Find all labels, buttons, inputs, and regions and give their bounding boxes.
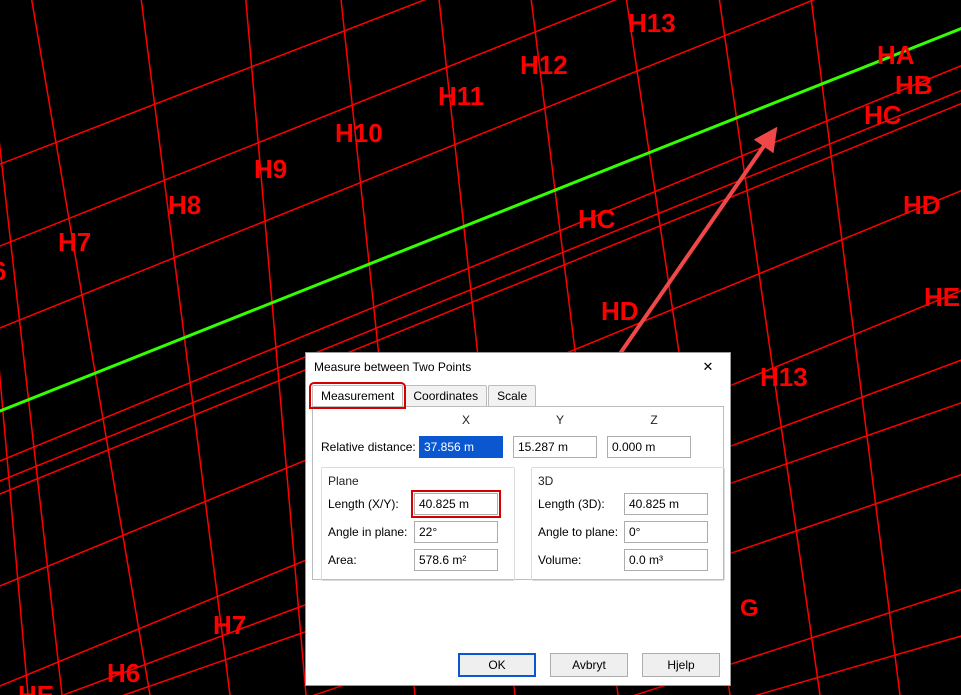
cancel-button[interactable]: Avbryt <box>550 653 628 677</box>
dialog-tabs: MeasurementCoordinatesScale <box>306 381 730 406</box>
tab-scale[interactable]: Scale <box>488 385 536 406</box>
threeD-group: 3D Length (3D): Angle to plane: Volume: <box>531 467 725 581</box>
col-header-z: Z <box>607 413 701 427</box>
tab-measurement[interactable]: Measurement <box>312 385 403 406</box>
angle-to-plane-label: Angle to plane: <box>538 525 624 539</box>
help-button[interactable]: Hjelp <box>642 653 720 677</box>
dialog-title: Measure between Two Points <box>314 360 471 374</box>
area-label: Area: <box>328 553 414 567</box>
length-3d-input[interactable] <box>624 493 708 515</box>
tab-coordinates[interactable]: Coordinates <box>404 385 487 406</box>
length-3d-label: Length (3D): <box>538 497 624 511</box>
cad-viewport[interactable]: H13H12H11H10H9H8H7HAHBHCHDHEHCHDH13GH7H6… <box>0 0 961 695</box>
col-header-y: Y <box>513 413 607 427</box>
angle-to-plane-input[interactable] <box>624 521 708 543</box>
volume-label: Volume: <box>538 553 624 567</box>
relative-distance-y-input[interactable] <box>513 436 597 458</box>
relative-distance-label: Relative distance: <box>321 440 419 454</box>
angle-plane-label: Angle in plane: <box>328 525 414 539</box>
close-icon[interactable]: ✕ <box>694 353 722 381</box>
col-header-x: X <box>419 413 513 427</box>
dialog-titlebar[interactable]: Measure between Two Points ✕ <box>306 353 730 381</box>
relative-distance-z-input[interactable] <box>607 436 691 458</box>
plane-header: Plane <box>328 474 508 488</box>
area-input[interactable] <box>414 549 498 571</box>
measure-dialog: Measure between Two Points ✕ Measurement… <box>305 352 731 686</box>
threeD-header: 3D <box>538 474 718 488</box>
relative-distance-x-input[interactable] <box>419 436 503 458</box>
angle-plane-input[interactable] <box>414 521 498 543</box>
ok-button[interactable]: OK <box>458 653 536 677</box>
dialog-button-bar: OK Avbryt Hjelp <box>306 649 730 685</box>
tab-panel-measurement: X Y Z Relative distance: Plane Length (X… <box>312 406 724 580</box>
length-xy-label: Length (X/Y): <box>328 497 414 511</box>
volume-input[interactable] <box>624 549 708 571</box>
plane-group: Plane Length (X/Y): Angle in plane: Area… <box>321 467 515 581</box>
length-xy-input[interactable] <box>414 493 498 515</box>
